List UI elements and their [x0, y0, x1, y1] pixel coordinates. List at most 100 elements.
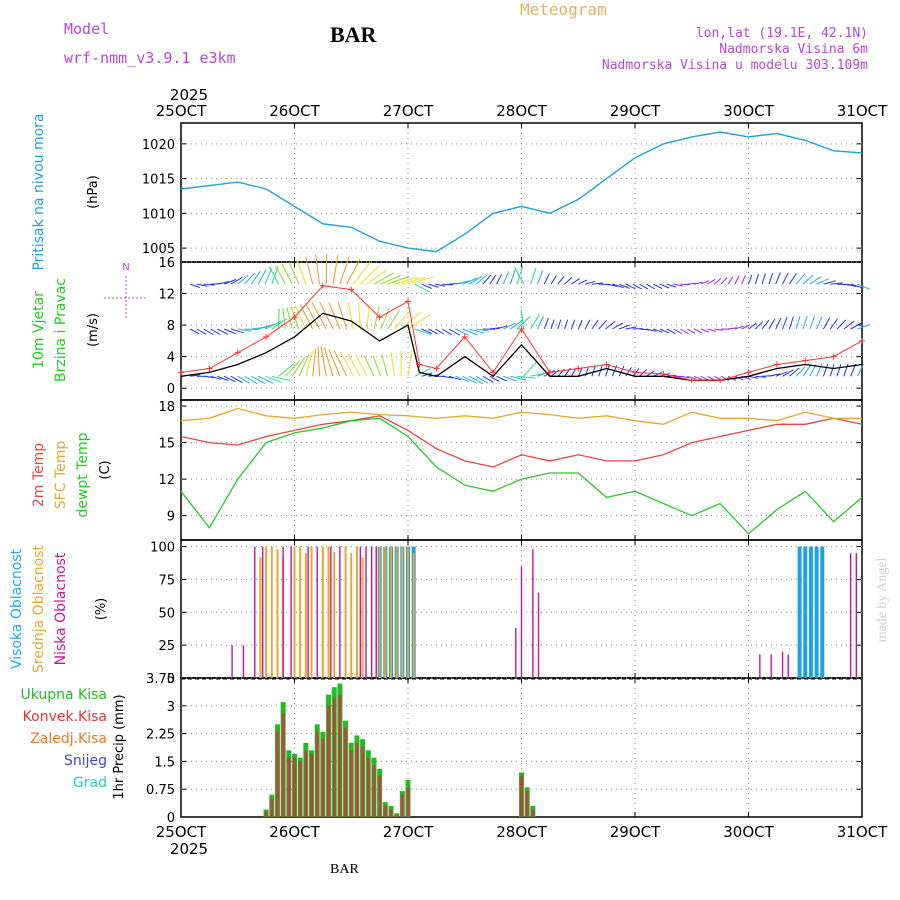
wind-arrow	[347, 301, 354, 330]
wind-arrow	[782, 369, 794, 377]
wind-arrow	[359, 265, 380, 285]
wind-arrow	[337, 301, 348, 330]
wind-arrow	[317, 346, 320, 377]
wind-gust-marker	[348, 286, 355, 293]
precip-conv-bar	[338, 694, 342, 817]
wind-arrow	[857, 283, 871, 290]
model-name: wrf-nmm_v3.9.1 e3km	[64, 49, 236, 67]
precip-conv-bar	[406, 787, 410, 817]
precip-conv-bar	[355, 742, 359, 817]
wind-arrow	[455, 375, 470, 383]
y-tick-label: 100	[150, 541, 175, 556]
wind-arrow	[244, 272, 255, 285]
wind-arrow	[809, 276, 822, 285]
footer-station: BAR	[330, 862, 359, 877]
wind-gust-marker	[660, 370, 667, 377]
wind-arrow	[673, 328, 683, 335]
wind-arrow	[210, 375, 222, 380]
wind-arrow	[196, 328, 207, 335]
wind-arrow	[496, 325, 508, 330]
temp-units: (C)	[98, 460, 113, 479]
precip-conv-bar	[361, 746, 365, 817]
wind-arrow	[768, 373, 781, 377]
wind-arrow	[550, 319, 555, 330]
wind-arrow	[442, 375, 454, 379]
wind-arrow	[319, 302, 334, 330]
precip-conv-bar	[298, 761, 302, 817]
wind-arrow	[366, 304, 370, 330]
precip-legend-item: Konvek.Kisa	[23, 709, 107, 725]
precip-conv-bar	[349, 750, 353, 817]
x-label-bottom: 26OCT	[269, 823, 320, 841]
wind-arrow	[748, 274, 753, 285]
wind-arrow	[380, 308, 390, 330]
y-tick-label: 8	[167, 319, 175, 334]
wind-arrow	[203, 283, 215, 286]
temp-line-2	[180, 417, 863, 535]
wind-arrow	[503, 322, 516, 330]
wind-arrow	[795, 366, 806, 377]
wind-arrow	[496, 375, 507, 382]
precip-conv-bar	[315, 731, 319, 817]
year-label-top: 2025	[170, 86, 208, 104]
wind-arrow	[700, 328, 709, 333]
wind-arrow	[809, 316, 815, 330]
wind-arrow	[401, 276, 426, 285]
model-elevation-label: Nadmorska Visina u modelu 303.109m	[601, 58, 868, 73]
wind-arrow	[612, 283, 624, 289]
wind-arrow	[830, 282, 843, 285]
wind-arrow	[652, 283, 663, 290]
wind-arrow	[434, 328, 445, 335]
wind-arrow	[700, 280, 709, 285]
wind-arrow	[728, 327, 737, 330]
compass-rose	[104, 276, 148, 320]
wind-arrow	[291, 357, 306, 377]
x-label-top: 26OCT	[269, 102, 320, 120]
x-label-bottom: 27OCT	[383, 823, 434, 841]
temp-ylabel-sfc: SFC Temp	[53, 441, 69, 510]
wind-arrow	[475, 375, 489, 384]
wind-arrow	[509, 319, 524, 330]
wind-arrow	[489, 327, 501, 330]
wind-arrow	[564, 319, 569, 330]
wind-arrow	[550, 275, 557, 285]
wind-arrow	[217, 328, 229, 335]
wind-units: (m/s)	[86, 313, 101, 347]
wind-arrow	[475, 274, 487, 285]
precip-conv-bar	[400, 794, 404, 817]
wind-arrow	[857, 363, 864, 377]
wind-arrow	[577, 319, 583, 330]
wind-arrow	[748, 322, 757, 330]
y-tick-label: 12	[158, 288, 175, 303]
wind-arrow	[381, 353, 389, 377]
compass-n-label: N	[122, 262, 129, 273]
wind-arrow	[646, 283, 656, 290]
wind-arrow	[414, 283, 431, 293]
wind-arrow	[489, 375, 500, 382]
wind-arrow	[394, 310, 411, 330]
wind-arrow	[850, 283, 864, 289]
wind-arrow	[618, 365, 625, 377]
wind-arrow	[557, 319, 562, 330]
wind-arrow	[462, 277, 478, 285]
wind-arrow	[250, 270, 261, 285]
wind-arrow	[339, 256, 350, 285]
precip-conv-bar	[281, 713, 285, 817]
y-tick-label: 15	[158, 437, 175, 452]
wind-arrow	[448, 375, 462, 381]
wind-arrow	[822, 317, 831, 330]
wind-arrow	[741, 324, 751, 330]
wind-arrow	[584, 280, 596, 285]
wind-arrow	[482, 274, 492, 285]
precip-conv-bar	[321, 739, 325, 817]
wind-arrow	[414, 328, 432, 336]
wind-arrow	[768, 318, 776, 330]
temp-ylabel-2m: 2m Temp	[31, 443, 47, 507]
wind-gust-marker	[603, 361, 610, 368]
wind-gust-marker	[632, 369, 638, 376]
wind-arrow	[358, 303, 361, 330]
y-tick-label: 18	[158, 400, 175, 415]
precip-conv-bar	[275, 731, 279, 817]
wind-arrow	[543, 273, 550, 285]
